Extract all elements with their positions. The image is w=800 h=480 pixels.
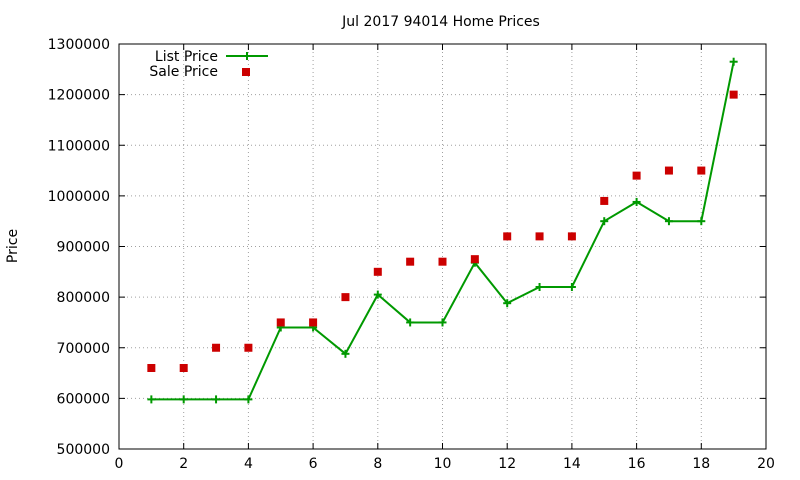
- sale-price-point: [600, 196, 609, 205]
- x-tick-label: 2: [179, 456, 188, 472]
- sale-price-point: [147, 364, 156, 372]
- sale-price-point: [567, 232, 576, 241]
- y-tick-label: 1000000: [48, 189, 110, 205]
- list-price-point: [567, 283, 576, 291]
- x-tick-label: 4: [244, 456, 253, 472]
- list-price-point: [729, 57, 738, 66]
- list-price-point: [697, 217, 706, 226]
- list-price-point: [212, 395, 221, 404]
- list-price-point: [438, 318, 447, 327]
- x-tick-label: 14: [563, 456, 581, 472]
- sale-price-point: [244, 343, 253, 352]
- list-price-point: [179, 395, 188, 404]
- y-tick-label: 700000: [57, 341, 110, 357]
- sale-price-point: [309, 318, 318, 327]
- list-price-point: [535, 283, 544, 291]
- sale-price-point: [373, 267, 382, 276]
- x-tick-label: 0: [115, 456, 124, 472]
- sale-price-point: [179, 364, 188, 372]
- list-price-point: [244, 395, 253, 404]
- x-tick-label: 18: [692, 456, 710, 472]
- x-tick-label: 16: [628, 456, 646, 472]
- x-tick-label: 12: [498, 456, 516, 472]
- legend: List Price Sale Price: [149, 49, 268, 80]
- x-tick-label: 10: [434, 456, 452, 472]
- y-tick-label: 800000: [57, 290, 110, 306]
- y-tick-label: 1100000: [48, 138, 110, 154]
- x-tick-labels: 0 2 4 6 8 10 12 14 16 18 20: [115, 456, 775, 472]
- legend-label-list-price: List Price: [155, 49, 218, 65]
- x-tick-label: 20: [757, 456, 775, 472]
- sale-price-point: [503, 232, 512, 241]
- grid: [119, 44, 766, 449]
- sale-price-point: [341, 293, 350, 302]
- list-price-point: [503, 299, 512, 308]
- sale-price-point: [632, 171, 641, 180]
- y-tick-label: 900000: [57, 240, 110, 256]
- sale-price-point: [438, 257, 447, 266]
- y-tick-label: 1300000: [48, 37, 110, 53]
- legend-marker-list-price: [243, 52, 251, 60]
- chart-title: Jul 2017 94014 Home Prices: [341, 14, 540, 30]
- sale-price-point: [470, 255, 479, 264]
- y-tick-labels: 500000 600000 700000 800000 900000 1000000 110…: [48, 37, 110, 458]
- x-tick-label: 8: [373, 456, 382, 472]
- y-tick-label: 600000: [57, 391, 110, 407]
- sale-price-point: [212, 343, 221, 352]
- list-price-point: [632, 197, 641, 206]
- legend-cross: [243, 52, 251, 60]
- legend-marker-sale-price: [242, 68, 250, 76]
- plot-frame: [118, 43, 767, 450]
- sale-price-point: [697, 166, 706, 175]
- list-price-point: [406, 318, 415, 327]
- sale-price-point: [729, 90, 738, 99]
- y-axis-label: Price: [5, 229, 21, 263]
- series-layer: [147, 57, 738, 404]
- sale-price-point: [276, 318, 285, 327]
- y-tick-label: 1200000: [48, 88, 110, 104]
- sale-price-point: [664, 166, 673, 175]
- list-price-point: [373, 290, 382, 299]
- y-tick-label: 500000: [57, 442, 110, 458]
- x-tick-label: 6: [309, 456, 318, 472]
- list-price-point: [600, 217, 609, 226]
- sale-price-point: [535, 232, 544, 241]
- list-price-point: [341, 349, 350, 358]
- sale-price-point: [406, 257, 415, 266]
- legend-label-sale-price: Sale Price: [149, 64, 218, 80]
- list-price-point: [664, 217, 673, 226]
- list-price-point: [147, 395, 156, 404]
